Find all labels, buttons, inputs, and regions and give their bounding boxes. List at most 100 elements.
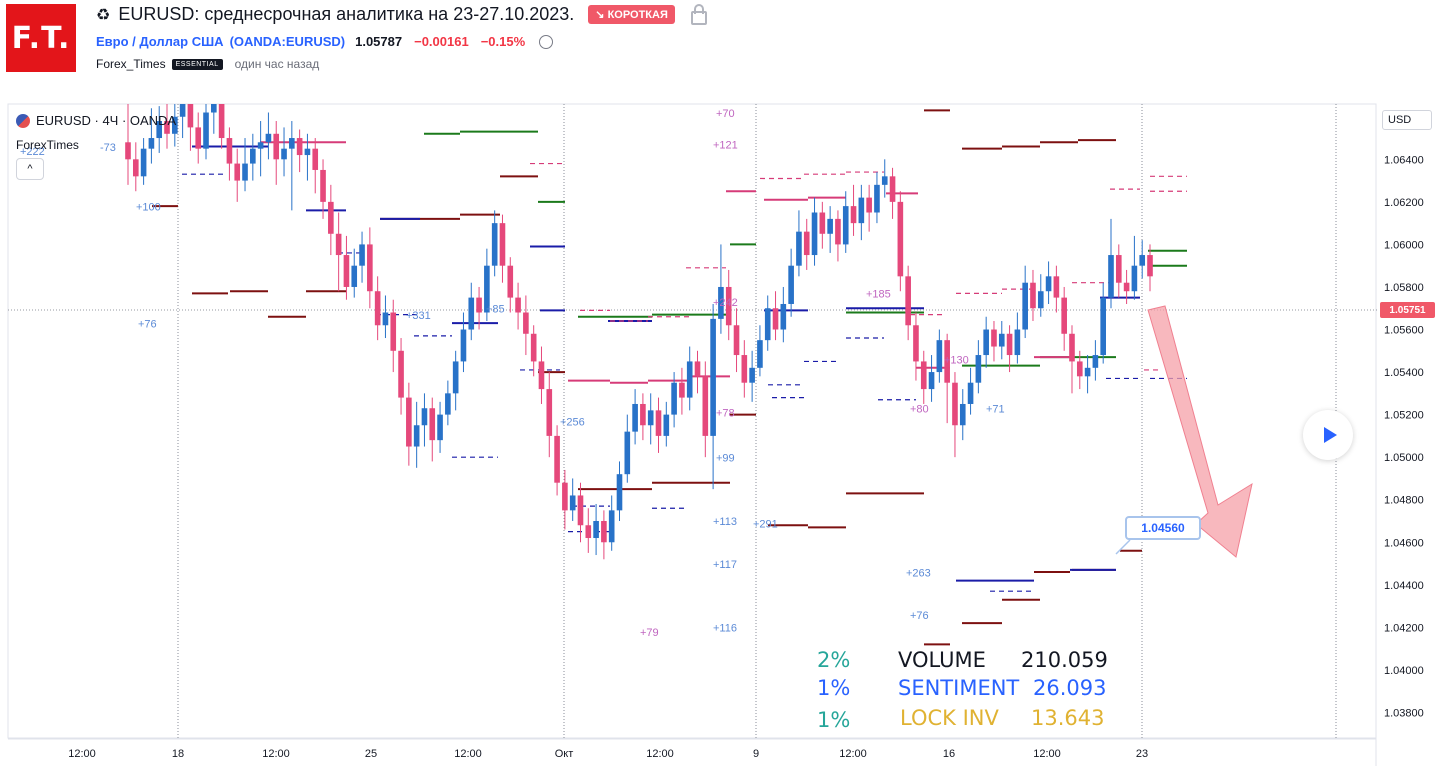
candle-body: [757, 340, 763, 368]
candle-body: [624, 431, 631, 475]
candle-body: [351, 265, 358, 287]
target-price-callout: 1.04560: [1125, 516, 1201, 540]
current-price: 1.05787: [355, 34, 403, 49]
stat-pct: 1%: [817, 708, 851, 732]
collapse-legend-button[interactable]: ^: [16, 158, 44, 180]
candle-body: [1045, 276, 1052, 292]
y-tick-label: 1.05400: [1384, 367, 1424, 379]
y-tick-label: 1.04400: [1384, 580, 1424, 592]
candle-body: [780, 303, 787, 330]
candle-body: [796, 231, 802, 266]
candle-body: [874, 184, 880, 213]
candle-body: [811, 212, 818, 256]
level-annotation: +76: [138, 318, 157, 330]
x-tick-label: 12:00: [839, 748, 867, 760]
author-logo: F.T.: [6, 4, 76, 72]
candle-body: [468, 297, 475, 330]
indicator-name[interactable]: ForexTimes: [16, 138, 79, 152]
x-tick-label: 12:00: [68, 748, 96, 760]
candle-body: [367, 244, 373, 292]
candle-body: [164, 121, 170, 134]
candle-body: [203, 112, 209, 149]
alarm-clock-icon[interactable]: [539, 34, 554, 49]
candle-body: [827, 218, 833, 234]
candle-body: [897, 201, 904, 277]
level-annotation: +222: [20, 146, 45, 158]
recycle-icon: ♻: [96, 6, 111, 24]
candle-body: [476, 297, 482, 313]
price-change: −0.00161: [414, 34, 469, 49]
play-icon[interactable]: [1303, 410, 1353, 460]
candle-body: [842, 206, 849, 245]
candle-body: [663, 414, 670, 436]
candle-body: [312, 148, 319, 170]
candle-body: [679, 382, 685, 398]
candle-body: [913, 325, 919, 362]
plot-frame: [7, 103, 1377, 739]
candle-body: [499, 223, 506, 266]
level-annotation: +331: [406, 310, 431, 322]
candle-body: [671, 382, 677, 415]
candle-body: [452, 361, 459, 394]
x-tick-label: 12:00: [646, 748, 674, 760]
candle-body: [928, 372, 935, 390]
candle-body: [569, 495, 576, 511]
symbol-row: Евро / Доллар США (OANDA:EURUSD) 1.05787…: [96, 34, 554, 49]
y-tick-label: 1.06400: [1384, 154, 1424, 166]
candle-body: [616, 474, 623, 511]
y-tick-label: 1.06200: [1384, 197, 1424, 209]
y-tick-label: 1.05600: [1384, 325, 1424, 337]
candle-body: [1139, 255, 1146, 266]
author-row: Forex_Times ESSENTIAL один час назад: [96, 57, 319, 71]
candle-body: [983, 329, 989, 356]
candle-body: [195, 127, 202, 149]
candle-body: [1022, 282, 1028, 330]
y-tick-label: 1.05200: [1384, 410, 1424, 422]
y-tick-label: 1.03800: [1384, 707, 1424, 719]
candle-body: [1014, 329, 1021, 356]
candle-body: [1115, 255, 1122, 283]
symbol-link[interactable]: (OANDA:EURUSD): [229, 34, 346, 49]
y-tick-label: 1.05800: [1384, 282, 1424, 294]
published-time: один час назад: [234, 57, 320, 71]
level-annotation: +85: [486, 303, 505, 315]
candle-body: [741, 355, 748, 383]
x-tick-label: 12:00: [262, 748, 290, 760]
y-tick-label: 1.05000: [1384, 452, 1424, 464]
candle-body: [788, 265, 794, 304]
candle-body: [881, 176, 888, 185]
author-name[interactable]: Forex_Times: [96, 57, 166, 71]
short-badge[interactable]: ↘ КОРОТКАЯ: [588, 5, 675, 24]
candle-body: [1069, 333, 1075, 362]
candle-body: [374, 291, 381, 326]
candle-body: [445, 393, 451, 415]
candle-body: [998, 333, 1005, 347]
instrument-link[interactable]: Евро / Доллар США: [96, 34, 224, 49]
logo-text: F.T.: [11, 20, 71, 56]
level-annotation: +80: [910, 403, 929, 415]
currency-selector[interactable]: USD: [1382, 110, 1432, 130]
level-annotation: +242: [713, 297, 738, 309]
candle-body: [273, 133, 280, 160]
candle-body: [125, 142, 131, 160]
candle-body: [655, 410, 662, 436]
x-tick-label: Окт: [555, 748, 574, 760]
candle-body: [866, 197, 872, 213]
y-tick-label: 1.04000: [1384, 665, 1424, 677]
candle-body: [281, 148, 287, 160]
callout-pointer: [1115, 539, 1131, 555]
candle-body: [1084, 367, 1091, 377]
x-tick-label: 9: [753, 748, 759, 760]
candle-body: [733, 325, 740, 356]
candle-body: [920, 361, 927, 390]
idea-title-row: ♻ EURUSD: среднесрочная аналитика на 23-…: [96, 3, 707, 25]
candle-body: [413, 425, 420, 447]
candle-body: [725, 286, 732, 326]
candle-body: [250, 148, 256, 164]
candle-body: [1123, 282, 1130, 292]
candle-body: [710, 318, 716, 436]
legend-symbol[interactable]: EURUSD · 4Ч · OANDA: [36, 113, 177, 128]
candle-body: [382, 312, 389, 326]
candle-body: [140, 148, 147, 177]
